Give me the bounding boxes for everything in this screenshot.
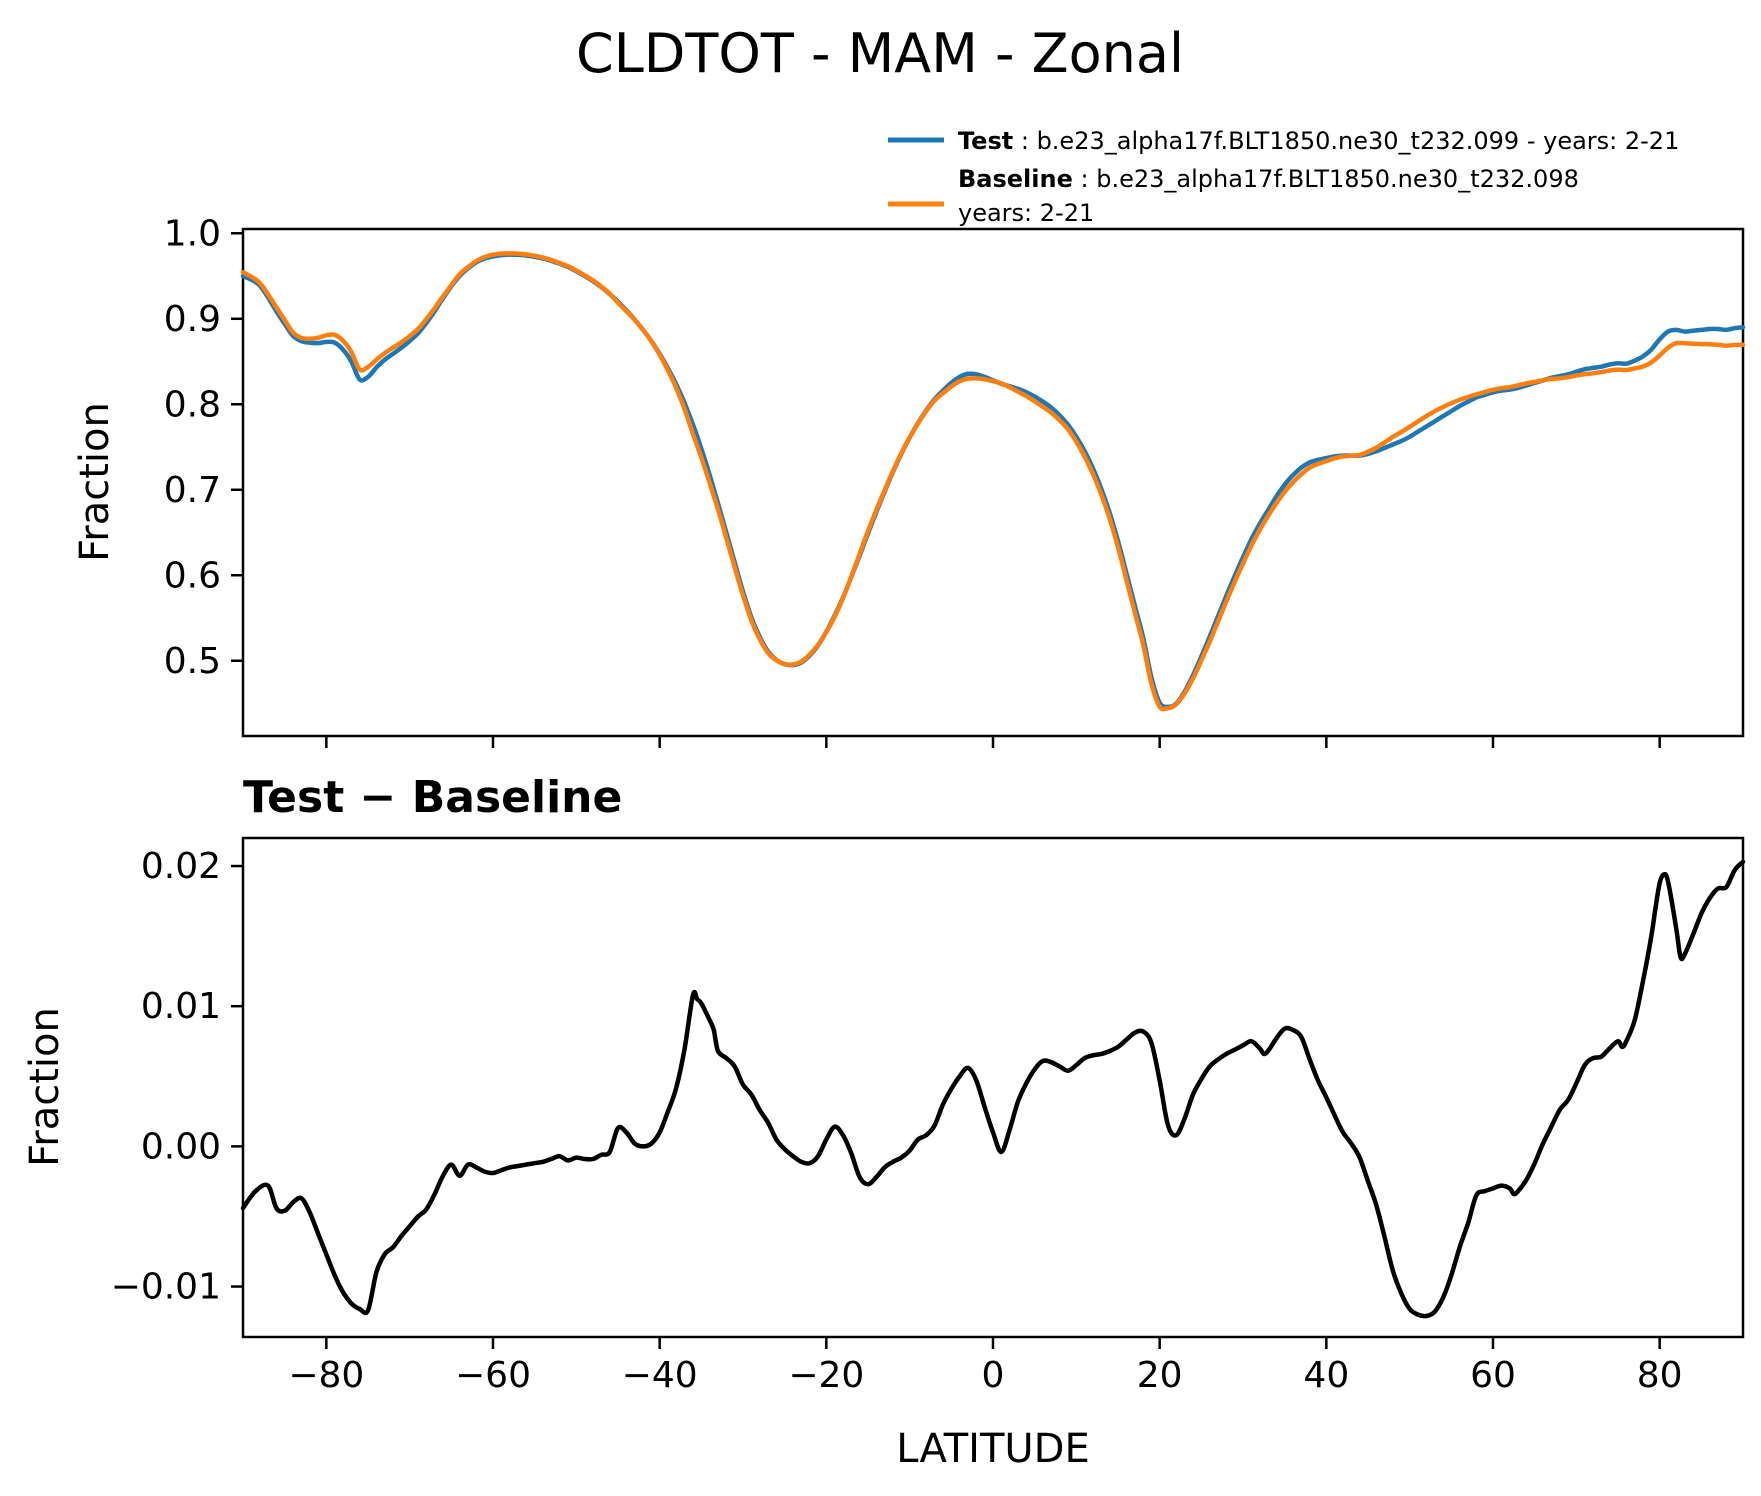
chart-title: CLDTOT - MAM - Zonal xyxy=(576,22,1184,85)
legend-baseline-entry: Baseline : b.e23_alpha17f.BLT1850.ne30_t… xyxy=(958,165,1579,193)
y-tick-label: 0.01 xyxy=(141,986,221,1027)
x-tick-label: 80 xyxy=(1637,1355,1683,1396)
plot-spines xyxy=(241,836,1745,1339)
y-tick-label: 0.02 xyxy=(141,846,221,887)
legend-test-entry: Test : b.e23_alpha17f.BLT1850.ne30_t232.… xyxy=(958,127,1679,155)
y-tick-label: 1.0 xyxy=(164,213,221,254)
series-line-test-baseline xyxy=(240,859,1746,1319)
top-chart: 1.0 0.9 0.8 0.7 0.6 0.5 xyxy=(164,213,1746,748)
y-tick-label: 0.6 xyxy=(164,555,221,596)
x-tick-label: −40 xyxy=(622,1355,698,1396)
bottom-xlabel: LATITUDE xyxy=(896,1426,1089,1472)
x-tick-label: 60 xyxy=(1470,1355,1516,1396)
legend-baseline-entry-line2: years: 2-21 xyxy=(958,199,1094,227)
series-line-test xyxy=(240,252,1746,710)
legend-test-label: Test xyxy=(958,127,1013,155)
bottom-ylabel: Fraction xyxy=(22,1007,68,1167)
bottom-subtitle: Test − Baseline xyxy=(243,772,622,823)
legend-test-text: : b.e23_alpha17f.BLT1850.ne30_t232.099 -… xyxy=(1013,127,1679,155)
plot-spines xyxy=(241,227,1745,738)
series-line-baseline xyxy=(240,251,1746,712)
legend-baseline-label: Baseline xyxy=(958,165,1073,193)
x-tick-label: 20 xyxy=(1137,1355,1183,1396)
bottom-chart: −80 −60 −40 −20 0 20 40 60 80 0.02 0.01 0.00 −0.01 xyxy=(111,836,1746,1396)
x-tick-label: 0 xyxy=(982,1355,1005,1396)
x-tick-label: −60 xyxy=(455,1355,531,1396)
x-tick-label: −80 xyxy=(288,1355,364,1396)
y-tick-label: 0.8 xyxy=(164,384,221,425)
x-tick-label: −20 xyxy=(788,1355,864,1396)
legend-baseline-text: : b.e23_alpha17f.BLT1850.ne30_t232.098 xyxy=(1073,165,1579,193)
y-tick-label: 0.5 xyxy=(164,641,221,682)
top-ylabel: Fraction xyxy=(72,402,118,562)
y-tick-label: 0.00 xyxy=(141,1126,221,1167)
y-tick-label: 0.9 xyxy=(164,299,221,340)
y-tick-label: −0.01 xyxy=(111,1267,221,1308)
legend: Test : b.e23_alpha17f.BLT1850.ne30_t232.… xyxy=(888,127,1679,227)
x-tick-label: 40 xyxy=(1303,1355,1349,1396)
y-tick-label: 0.7 xyxy=(164,470,221,511)
